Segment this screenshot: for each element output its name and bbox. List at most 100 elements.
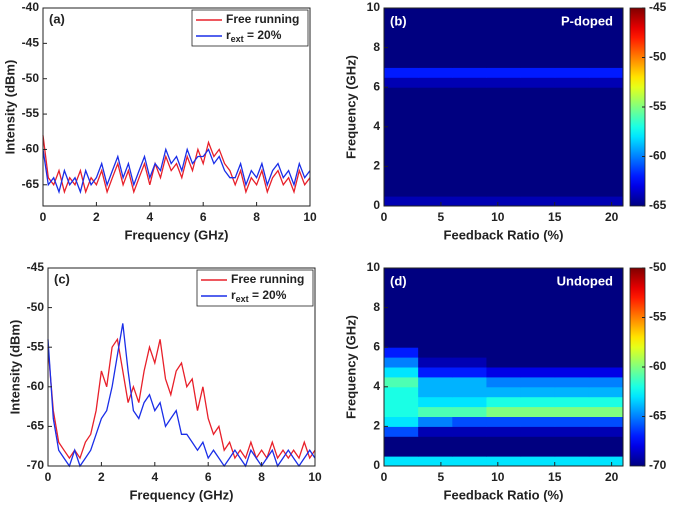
heatmap-cell (418, 426, 453, 437)
heatmap-cell (384, 268, 419, 279)
heatmap-cell (452, 456, 487, 467)
legend-label-part: = 20% (244, 28, 282, 42)
heatmap-cell (486, 47, 522, 58)
heatmap-cell (418, 27, 453, 39)
heatmap-cell (486, 67, 522, 78)
heatmap-cell (486, 176, 522, 187)
heatmap-cell (588, 186, 624, 197)
heatmap-cell (384, 347, 419, 358)
heatmap-cell (520, 347, 556, 358)
y-tick-label: 6 (373, 79, 380, 93)
x-axis-label: Frequency (GHz) (124, 227, 228, 242)
heatmap-cell (418, 446, 453, 457)
heatmap-cell (588, 357, 624, 368)
heatmap-cell (384, 277, 419, 289)
y-tick-label: -50 (27, 300, 45, 314)
heatmap-cell (452, 406, 487, 417)
heatmap-cell (486, 196, 522, 207)
heatmap-cell (588, 396, 624, 408)
heatmap-cell (486, 357, 522, 368)
y-tick-label: 8 (373, 40, 380, 54)
heatmap-cell (418, 327, 453, 338)
heatmap-cell (486, 268, 522, 279)
heatmap-cell (384, 176, 419, 187)
heatmap-cell (384, 307, 419, 318)
y-axis-label: Frequency (GHz) (343, 55, 358, 159)
heatmap-cell (384, 337, 419, 348)
x-tick-label: 0 (381, 210, 388, 224)
heatmap-cell (520, 107, 556, 118)
heatmap-cell (486, 57, 522, 68)
x-tick-label: 0 (381, 470, 388, 484)
legend-box (191, 9, 309, 47)
heatmap-cell (554, 146, 590, 157)
panel-label: (c) (54, 271, 70, 286)
heatmap-cell (384, 456, 419, 467)
heatmap-cell (554, 17, 590, 29)
heatmap-cell (452, 347, 487, 358)
heatmap-cell (520, 376, 556, 388)
heatmap-cell (384, 57, 419, 68)
panel-label: (a) (49, 11, 65, 26)
heatmap-cell (486, 416, 522, 427)
heatmap-cell (452, 436, 487, 447)
heatmap-cell (520, 176, 556, 187)
x-tick-label: 5 (438, 470, 445, 484)
heatmap-cell (520, 57, 556, 68)
y-tick-label: -60 (22, 142, 40, 156)
plot-frame (47, 267, 316, 467)
heatmap-cell (554, 376, 590, 388)
heatmap-cell (418, 456, 453, 467)
y-axis-label: Frequency (GHz) (343, 315, 358, 419)
heatmap-cell (520, 146, 556, 157)
heatmap-cell (452, 196, 487, 207)
y-tick-label: 10 (367, 0, 381, 14)
heatmap-cell (486, 436, 522, 447)
heatmap-cell (452, 116, 487, 128)
heatmap-cell (384, 327, 419, 338)
heatmap-cell (520, 456, 556, 467)
heatmap-cell (588, 146, 624, 157)
y-tick-label: -65 (27, 419, 45, 433)
heatmap-cell (452, 337, 487, 348)
plot-frame (383, 7, 624, 207)
heatmap-cell (588, 406, 624, 417)
heatmap-cell (486, 327, 522, 338)
heatmap-cell (452, 357, 487, 368)
heatmap-cell (418, 287, 453, 299)
series-line (42, 147, 311, 195)
heatmap-cell (588, 317, 624, 328)
heatmap-cell (554, 186, 590, 197)
heatmap-cell (554, 57, 590, 68)
colorbar-tick-label: -60 (649, 359, 667, 373)
x-tick-label: 2 (98, 470, 105, 484)
heatmap-cell (520, 446, 556, 457)
heatmap-cell (452, 327, 487, 338)
heatmap-cell (554, 27, 590, 39)
heatmap-cell (486, 126, 522, 138)
heatmap-cell (554, 8, 590, 19)
plot-frame (383, 267, 624, 467)
heatmap-cell (384, 436, 419, 447)
y-tick-label: 6 (373, 339, 380, 353)
heatmap-cell (418, 97, 453, 108)
legend-label: Free running (226, 12, 299, 26)
heatmap-cell (384, 126, 419, 138)
heatmap-cell (554, 416, 590, 427)
heatmap-cell (588, 386, 624, 398)
colorbar-tick-label: -55 (649, 99, 667, 113)
heatmap-cell (418, 386, 453, 398)
heatmap-cell (588, 8, 624, 19)
heatmap-cell (520, 27, 556, 39)
heatmap-cell (384, 156, 419, 167)
heatmap-cell (520, 77, 556, 88)
heatmap-cell (486, 406, 522, 417)
heatmap-cell (384, 146, 419, 157)
heatmap-cell (554, 277, 590, 289)
heatmap-cell (588, 37, 624, 49)
x-tick-label: 15 (548, 210, 562, 224)
heatmap-cell (384, 87, 419, 98)
x-tick-label: 10 (491, 210, 505, 224)
colorbar-tick-label: -65 (649, 198, 667, 212)
x-axis-label: Feedback Ratio (%) (444, 227, 564, 242)
